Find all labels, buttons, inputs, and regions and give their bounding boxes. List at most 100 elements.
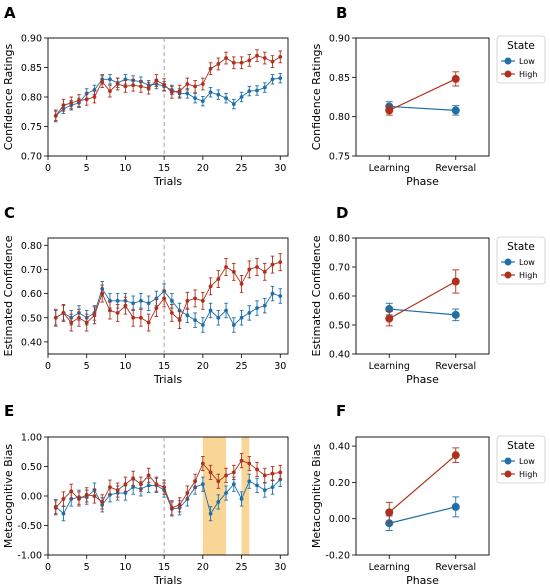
data-point [162,82,167,87]
data-point [239,282,244,286]
panel-A: A 0.70 0.75 0.80 0.85 0.90 0 5 10 15 20 25 30 Trials C… [2,4,289,188]
legend-swatch-marker [504,70,512,78]
data-point [53,315,58,320]
data-point [177,502,182,507]
series-line [388,280,457,320]
data-point [139,315,143,320]
x-tick-label: 25 [236,562,248,573]
data-point [154,78,159,83]
data-point [262,488,267,492]
panel-label: B [336,4,347,22]
y-tick-label: 0.80 [21,241,42,252]
panel-D: D 0.40 0.50 0.60 0.70 0.80 Learning ReversalPha… [310,204,546,386]
data-point [216,315,221,320]
legend-swatch-marker [504,258,512,266]
axes-frame [47,237,289,355]
y-tick-label: 0.00 [21,492,42,503]
data-point [255,88,259,93]
data-point [385,314,394,323]
data-point [77,497,81,501]
data-point [193,318,197,323]
series-high [385,269,460,327]
x-tick-label: 10 [119,562,131,573]
data-point [451,451,460,460]
data-point [123,84,128,89]
y-tick-label: 0.60 [329,292,350,303]
data-point [247,311,252,315]
legend: State Low High [496,35,546,84]
data-point [115,82,120,86]
data-point [146,86,151,91]
legend-label: Low [519,258,535,267]
y-tick-label: 0.40 [21,337,42,348]
data-point [224,96,228,101]
data-point [123,491,128,495]
data-point [61,103,66,108]
legend-label: High [519,70,537,79]
data-point [262,473,267,478]
data-point [185,313,190,318]
data-point [231,323,236,327]
y-tick-label: 0.40 [329,350,350,361]
y-tick-label: -0.50 [17,521,42,532]
legend-swatch-marker [504,470,512,478]
data-point [385,508,394,517]
data-point [92,494,97,498]
x-axis-label: Phase [406,175,439,188]
data-point [262,303,267,308]
series-line [389,105,456,111]
legend: State Low High [496,435,546,484]
data-point [451,106,460,115]
x-tick-label: 10 [119,361,131,372]
data-point [208,511,213,516]
series-high [385,71,460,116]
data-point [115,488,120,492]
data-point [131,476,136,481]
data-point [255,483,259,488]
data-point [61,311,66,315]
data-point [69,101,74,105]
y-axis-label: Estimated Confidence [2,235,15,356]
data-point [100,291,105,296]
data-point [278,470,283,475]
data-point [100,500,105,504]
y-axis-label: Confidence Ratings [310,43,323,150]
series-line [55,55,281,117]
x-axis-label: Trials [153,574,182,587]
data-point [193,296,197,301]
data-point [451,74,460,83]
x-tick-label: 15 [158,163,170,174]
data-point [224,473,228,478]
data-point [200,323,205,327]
legend-label: Low [519,457,535,466]
data-point [162,296,167,301]
series-line [55,77,281,117]
y-tick-label: 0.50 [329,321,350,332]
x-tick-label: Learning [369,361,410,372]
data-point [169,90,174,95]
data-point [255,467,259,472]
y-tick-label: 0.85 [329,73,350,84]
x-tick-label: 30 [274,361,286,372]
panel-label: A [4,4,16,22]
x-tick-label: Reversal [435,562,476,573]
x-tick-label: 0 [45,361,51,372]
x-tick-label: 5 [84,163,90,174]
data-point [115,298,120,303]
data-point [169,311,174,315]
data-point [108,89,112,93]
data-point [53,113,58,118]
series-low [385,302,460,322]
y-tick-label: 0.80 [329,112,350,123]
y-tick-label: 0.40 [329,442,350,453]
x-tick-label: Reversal [435,361,476,372]
data-point [100,79,105,84]
y-tick-label: 0.70 [21,152,42,163]
data-point [247,89,252,93]
data-point [185,91,190,96]
data-point [247,267,252,272]
x-tick-label: 0 [45,163,51,174]
axes-frame [355,436,490,556]
y-tick-label: 0.70 [21,265,42,276]
axes-frame [355,37,490,157]
